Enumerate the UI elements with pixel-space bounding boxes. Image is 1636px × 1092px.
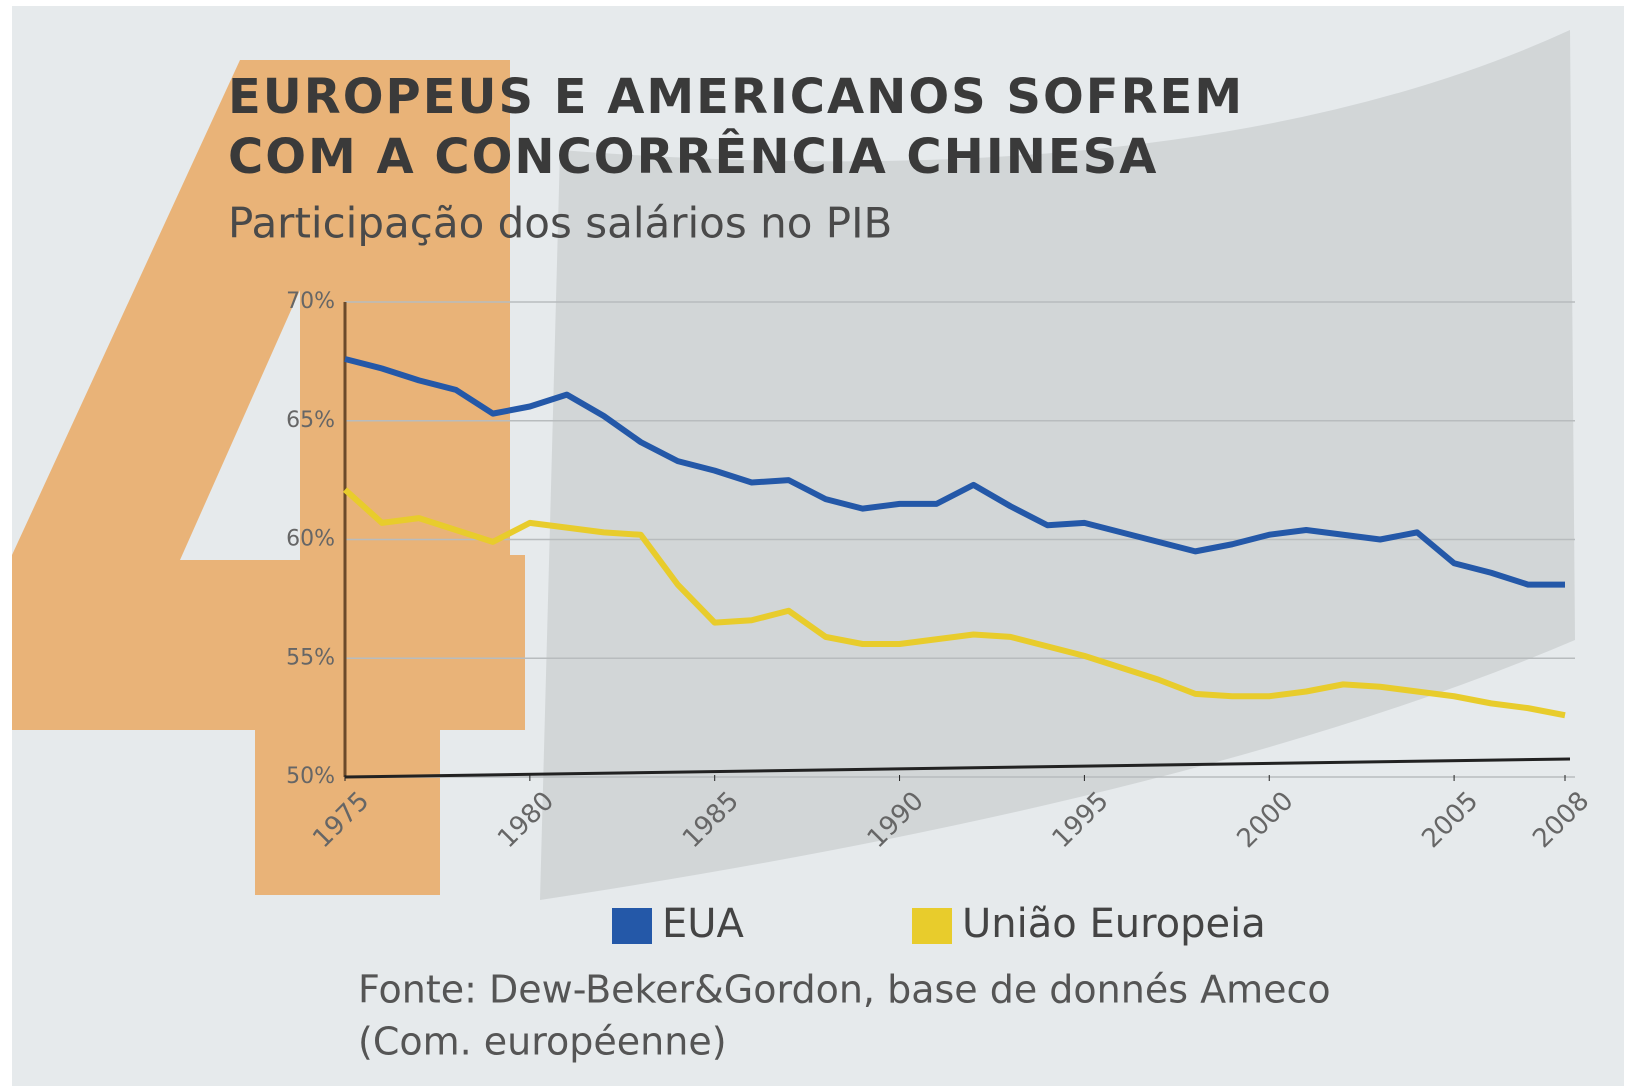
legend-swatch bbox=[612, 908, 652, 944]
legend-label: União Europeia bbox=[962, 901, 1266, 947]
y-tick-label: 60% bbox=[286, 527, 335, 552]
y-tick-label: 55% bbox=[286, 645, 335, 670]
legend-label: EUA bbox=[662, 901, 745, 947]
chart-subtitle: Participação dos salários no PIB bbox=[228, 199, 892, 248]
source-note: (Com. européenne) bbox=[358, 1020, 727, 1064]
legend-swatch bbox=[912, 908, 952, 944]
y-tick-label: 65% bbox=[286, 408, 335, 433]
chart-title: COM A CONCORRÊNCIA CHINESA bbox=[228, 128, 1158, 185]
chart: EUROPEUS E AMERICANOS SOFREM COM A CONCO… bbox=[0, 0, 1636, 1092]
chart-title: EUROPEUS E AMERICANOS SOFREM bbox=[228, 69, 1244, 125]
y-tick-label: 50% bbox=[286, 764, 335, 789]
y-tick-label: 70% bbox=[286, 289, 335, 314]
source-note: Fonte: Dew-Beker&Gordon, base de donnés … bbox=[358, 968, 1331, 1012]
